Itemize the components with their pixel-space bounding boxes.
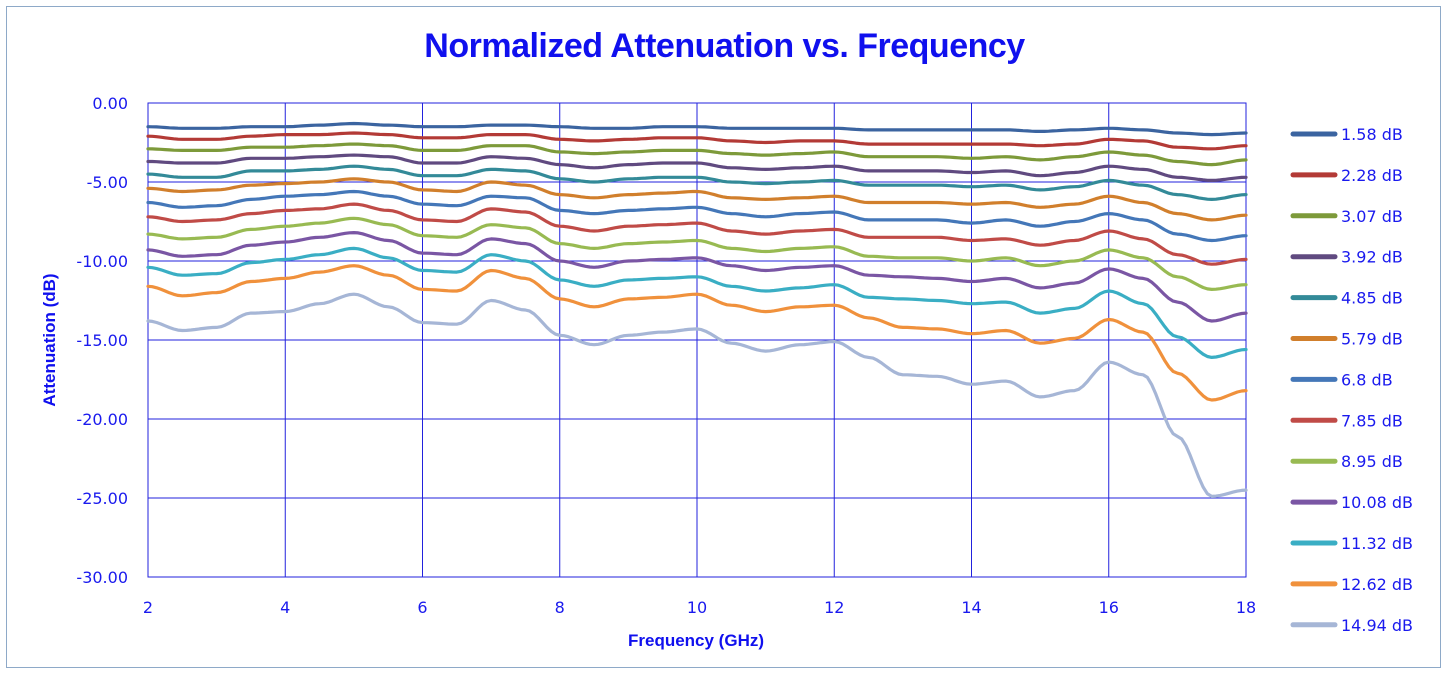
y-tick-label: -10.00: [76, 252, 128, 271]
y-tick-label: -25.00: [76, 489, 128, 508]
series-line: [146, 164, 1248, 201]
legend-label: 4.85 dB: [1341, 289, 1403, 308]
series-layer: [146, 121, 1248, 498]
legend-item: 8.95 dB: [1290, 452, 1403, 471]
series-line: [146, 177, 1248, 222]
legend-item: 11.32 dB: [1290, 534, 1413, 553]
x-axis-title: Frequency (GHz): [628, 631, 764, 650]
legend-item: 4.85 dB: [1290, 289, 1403, 308]
y-axis-title: Attenuation (dB): [40, 273, 59, 406]
legend-label: 10.08 dB: [1341, 493, 1413, 512]
grid-layer: [147, 102, 1247, 578]
series-line: [146, 142, 1248, 167]
legend-label: 2.28 dB: [1341, 166, 1403, 185]
legend-label: 1.58 dB: [1341, 125, 1403, 144]
x-tick-label: 2: [143, 598, 153, 617]
y-tick-label: -15.00: [76, 331, 128, 350]
legend: 1.58 dB 2.28 dB 3.07 dB 3.92 dB 4.85 dB 5.79 …: [1290, 125, 1413, 635]
legend-label: 6.8 dB: [1341, 370, 1393, 389]
legend-item: 12.62 dB: [1290, 575, 1413, 594]
chart-title: Normalized Attenuation vs. Frequency: [424, 27, 1025, 65]
legend-item: 6.8 dB: [1290, 370, 1393, 389]
series-line: [146, 216, 1248, 291]
series-line: [146, 153, 1248, 182]
series-line: [146, 202, 1248, 266]
legend-item: 14.94 dB: [1290, 616, 1413, 635]
legend-item: 3.07 dB: [1290, 207, 1403, 226]
legend-label: 14.94 dB: [1341, 616, 1413, 635]
series-line: [146, 246, 1248, 359]
legend-item: 2.28 dB: [1290, 166, 1403, 185]
series-line: [146, 231, 1248, 323]
plot-area-border: [147, 102, 1247, 578]
series-line: [146, 292, 1248, 498]
y-tick-label: 0.00: [92, 94, 128, 113]
x-tick-label: 10: [687, 598, 707, 617]
x-tick-label: 14: [961, 598, 981, 617]
y-tick-label: -30.00: [76, 568, 128, 587]
x-tick-label: 4: [280, 598, 290, 617]
chart-frame: [6, 6, 1441, 668]
legend-label: 8.95 dB: [1341, 452, 1403, 471]
x-tick-label: 18: [1236, 598, 1256, 617]
legend-label: 7.85 dB: [1341, 411, 1403, 430]
legend-item: 3.92 dB: [1290, 248, 1403, 267]
legend-item: 10.08 dB: [1290, 493, 1413, 512]
x-tick-label: 16: [1099, 598, 1119, 617]
legend-item: 5.79 dB: [1290, 330, 1403, 349]
legend-label: 12.62 dB: [1341, 575, 1413, 594]
series-line: [146, 121, 1248, 137]
legend-item: 1.58 dB: [1290, 125, 1403, 144]
x-tick-label: 6: [417, 598, 427, 617]
legend-item: 7.85 dB: [1290, 411, 1403, 430]
series-line: [146, 189, 1248, 243]
x-tick-label: 8: [555, 598, 565, 617]
series-line: [146, 264, 1248, 402]
legend-label: 5.79 dB: [1341, 330, 1403, 349]
legend-label: 3.07 dB: [1341, 207, 1403, 226]
series-line: [146, 131, 1248, 151]
tick-layer: 2 4 6 8 10 12 14 16 18 0.00 -5.00 -10.00 -15.00 -20.0…: [76, 94, 1256, 617]
legend-label: 11.32 dB: [1341, 534, 1413, 553]
legend-label: 3.92 dB: [1341, 248, 1403, 267]
y-tick-label: -20.00: [76, 410, 128, 429]
y-tick-label: -5.00: [87, 173, 128, 192]
x-tick-label: 12: [824, 598, 844, 617]
